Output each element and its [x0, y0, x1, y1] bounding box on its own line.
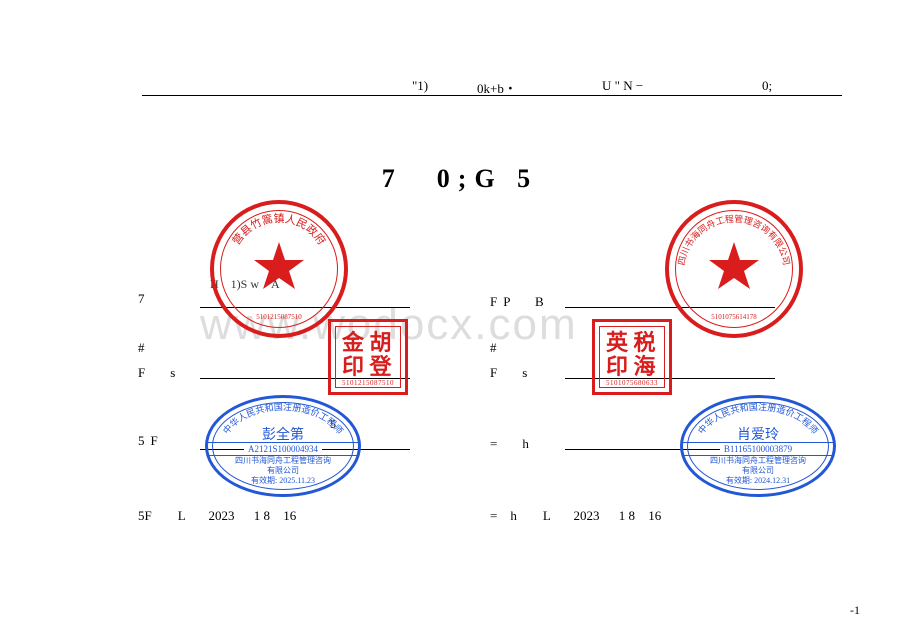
left-row-4: 5F	[138, 433, 164, 449]
right-r2-label: #	[490, 340, 503, 356]
ellipse-stamp-left: 中华人民共和国注册造价工程师 彭全第 A2121S100004934 四川书海同…	[205, 395, 361, 497]
star-icon	[254, 242, 304, 289]
left-date-year: 2023	[208, 508, 234, 523]
ellipse-left-name: 彭全第	[208, 424, 358, 444]
left-date-row: 5F L 2023 1 8 16	[138, 505, 296, 524]
right-date-label: = h L	[490, 508, 550, 523]
left-r4-label: 5F	[138, 433, 164, 449]
round-left-num: 5101215087510	[256, 313, 302, 321]
right-date-year: 2023	[574, 508, 600, 523]
right-row-2: #	[490, 340, 503, 356]
title-prefix: "1)	[412, 78, 428, 94]
ellipse-left-code: A2121S100004934	[208, 442, 358, 456]
square-stamp-left: 金 胡印 登 5101215087510	[328, 319, 408, 395]
page-heading: 7 0;G 5	[0, 158, 920, 195]
left-row-2: #	[138, 340, 151, 356]
right-r1-label: FP B	[490, 291, 550, 310]
right-date-day: 16	[648, 508, 661, 523]
left-r3-label: F s	[138, 362, 181, 381]
square-left-num: 5101215087510	[342, 379, 394, 387]
ellipse-stamp-right: 中华人民共和国注册造价工程师 肖爱玲 B11165100003879 四川书海同…	[680, 395, 836, 497]
title-underline	[142, 95, 842, 96]
left-row-3: F s	[138, 362, 181, 381]
right-row-3: F s	[490, 362, 533, 381]
square-left-chars: 金 胡印 登	[342, 331, 394, 379]
title-end: 0;	[762, 78, 772, 94]
ellipse-right-name: 肖爱玲	[683, 424, 833, 444]
left-date-label: 5F L	[138, 508, 185, 523]
left-date-day: 16	[283, 508, 296, 523]
ellipse-right-org: 四川书海同舟工程管理咨询 有限公司 有效期: 2024.12.31	[683, 456, 833, 486]
ellipse-right-code: B11165100003879	[683, 442, 833, 456]
left-row-1: 7	[138, 291, 151, 307]
right-row-4: = h	[490, 433, 535, 452]
page-number: -1	[850, 603, 860, 618]
round-stamp-left: 营县竹篙镇人民政府 5101215087510	[210, 200, 348, 338]
title-u: U " N −	[602, 78, 643, 94]
round-right-num: 5101075614178	[711, 313, 757, 321]
square-stamp-right: 英 税印 海 5101075680633	[592, 319, 672, 395]
right-date-month: 1 8	[619, 508, 635, 523]
square-right-num: 5101075680633	[606, 379, 658, 387]
left-r1-label: 7	[138, 291, 151, 307]
round-left-arc-text: 营县竹篙镇人民政府	[229, 211, 329, 247]
left-r2-label: #	[138, 340, 151, 356]
star-icon	[709, 242, 759, 289]
right-date-row: = h L 2023 1 8 16	[490, 505, 661, 524]
ellipse-left-org: 四川书海同舟工程管理咨询 有限公司 有效期: 2025.11.23	[208, 456, 358, 486]
round-stamp-right: 四川书海同舟工程管理咨询有限公司 5101075614178	[665, 200, 803, 338]
svg-text:营县竹篙镇人民政府: 营县竹篙镇人民政府	[229, 211, 329, 247]
left-date-month: 1 8	[254, 508, 270, 523]
right-row-1: FP B	[490, 291, 550, 310]
right-r4-label: = h	[490, 433, 535, 452]
right-r3-label: F s	[490, 362, 533, 381]
square-right-chars: 英 税印 海	[606, 331, 658, 379]
